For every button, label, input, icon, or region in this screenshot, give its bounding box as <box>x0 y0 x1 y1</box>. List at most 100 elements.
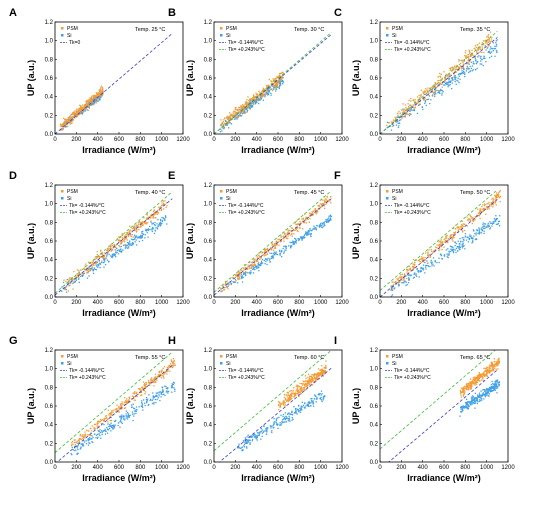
si-point <box>266 91 268 93</box>
si-point <box>152 392 154 394</box>
si-point <box>433 94 435 96</box>
psm-point <box>243 108 245 110</box>
si-point <box>123 415 125 418</box>
psm-point <box>471 222 473 225</box>
si-point <box>141 234 143 237</box>
psm-point <box>481 205 483 208</box>
psm-point <box>151 379 153 381</box>
si-point <box>129 244 131 246</box>
psm-point <box>325 367 327 369</box>
psm-point <box>406 272 408 274</box>
si-point <box>461 71 464 74</box>
psm-point <box>235 112 238 114</box>
x-tick-label: 400 <box>93 137 104 143</box>
psm-point <box>166 370 168 373</box>
psm-point <box>68 282 70 284</box>
psm-point <box>433 250 435 252</box>
psm-point <box>83 268 86 271</box>
si-point <box>136 408 138 411</box>
si-point <box>282 81 284 83</box>
psm-point <box>402 103 404 105</box>
psm-point <box>468 57 470 60</box>
psm-point <box>463 58 465 61</box>
y-tick-label: 0.2 <box>204 276 213 282</box>
psm-point <box>427 252 429 254</box>
si-point <box>75 279 77 281</box>
si-point <box>153 396 155 398</box>
psm-point <box>63 118 66 121</box>
si-point <box>271 252 273 255</box>
psm-point <box>315 211 317 214</box>
psm-point <box>394 281 396 284</box>
psm-point <box>237 276 239 278</box>
psm-point <box>495 197 497 200</box>
si-point <box>454 80 456 83</box>
psm-point <box>80 438 83 441</box>
psm-point <box>158 206 160 208</box>
psm-point <box>307 373 310 375</box>
si-point <box>397 120 399 122</box>
psm-point <box>391 125 393 128</box>
psm-point <box>234 116 236 119</box>
si-point <box>158 223 161 225</box>
psm-point <box>106 252 109 254</box>
si-point <box>266 88 268 90</box>
si-point <box>126 418 129 420</box>
psm-point <box>397 277 400 279</box>
psm-point <box>110 250 112 252</box>
psm-point <box>94 423 96 425</box>
psm-point <box>297 389 299 391</box>
si-point <box>274 421 276 423</box>
si-point <box>459 72 462 75</box>
psm-point <box>241 111 243 113</box>
si-point <box>475 238 477 240</box>
si-point <box>445 249 447 251</box>
si-point <box>134 227 136 229</box>
psm-point <box>100 419 103 422</box>
si-point <box>162 387 164 389</box>
psm-point <box>289 393 292 395</box>
psm-point <box>279 406 281 409</box>
psm-point <box>418 259 421 261</box>
psm-point <box>163 202 165 204</box>
psm-point <box>172 362 174 364</box>
psm-point <box>101 88 104 90</box>
psm-point <box>236 109 238 111</box>
y-tick-label: 0.0 <box>204 132 213 138</box>
psm-point <box>227 116 230 119</box>
si-point <box>243 272 245 274</box>
psm-point <box>286 237 288 240</box>
si-point <box>473 230 475 232</box>
si-point <box>452 246 454 249</box>
x-tick-label: 1000 <box>155 300 169 306</box>
psm-point <box>154 217 156 219</box>
psm-point <box>440 239 442 241</box>
si-point <box>412 109 414 111</box>
si-point <box>450 248 452 250</box>
psm-point <box>451 66 453 69</box>
si-point <box>252 266 254 268</box>
legend-label-si: Si <box>67 196 71 202</box>
x-tick-label: 1200 <box>501 137 515 143</box>
psm-point <box>275 240 277 242</box>
psm-point <box>486 203 488 205</box>
si-point <box>150 221 152 223</box>
x-axis-label: Irradiance (W/m²) <box>407 145 481 155</box>
si-point <box>264 96 266 98</box>
psm-point <box>228 112 231 114</box>
psm-point <box>315 209 317 212</box>
temperature-label: Temp. 25 °C <box>135 27 165 33</box>
si-point <box>249 439 251 441</box>
psm-point <box>151 377 153 379</box>
psm-point <box>399 112 401 115</box>
psm-point <box>99 256 101 258</box>
si-point <box>417 270 419 272</box>
psm-point <box>134 399 136 401</box>
psm-point <box>463 60 466 62</box>
si-point <box>398 119 401 122</box>
psm-point <box>145 219 148 221</box>
psm-point <box>484 42 487 44</box>
psm-point <box>253 99 256 101</box>
psm-point <box>298 395 300 398</box>
